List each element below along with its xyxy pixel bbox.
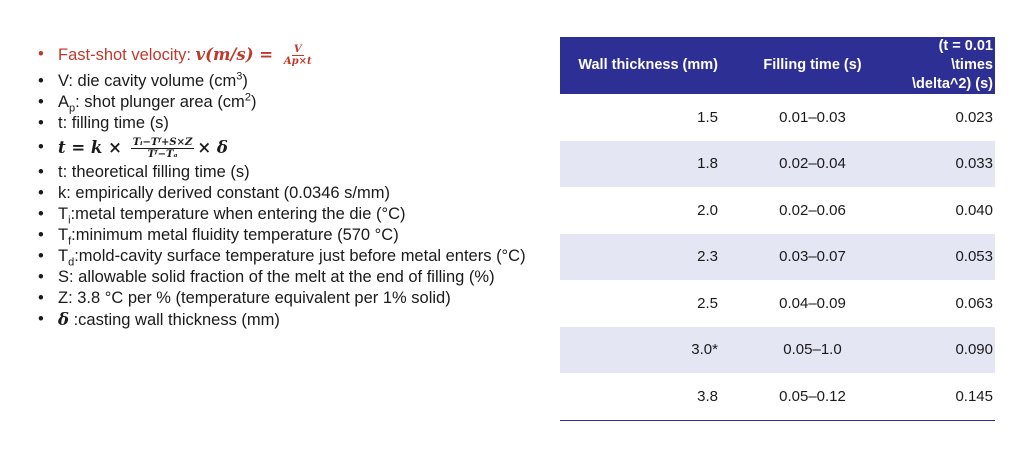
cell-computed: 0.040 [955, 201, 993, 219]
cell-thickness: 1.5 [697, 108, 718, 126]
filling-time-text: t: filling time (s) [58, 114, 169, 133]
bullet-icon: • [38, 72, 44, 91]
plunger-text: : shot plunger area (cm [75, 93, 245, 112]
bullet-icon: • [38, 310, 44, 329]
z-text: Z: 3.8 °C per % (temperature equivalent … [58, 289, 451, 308]
bullet-icon: • [38, 268, 44, 287]
equation-rhs: × δ [197, 138, 228, 158]
tf-sub: f [68, 235, 72, 248]
ti-a: T [58, 205, 69, 224]
plunger-area-item: • Ap: shot plunger area (cm2) [36, 91, 536, 115]
filling-time-table: Wall thickness (mm) Filling time (s) (t … [560, 37, 995, 421]
plunger-sub: p [69, 102, 76, 115]
ti-sub: i [68, 214, 71, 227]
delta-item: • δ :casting wall thickness (mm) [36, 309, 536, 331]
bullet-icon: • [38, 289, 44, 308]
table-row: 1.5 0.01–0.03 0.023 [560, 94, 995, 141]
cell-computed: 0.145 [891, 373, 995, 421]
equation-lhs: t = k × [58, 138, 128, 158]
shot-velocity-denominator: Ap×t [283, 56, 312, 68]
theoretical-time-item: • t: theoretical filling time (s) [36, 162, 536, 183]
bullet-icon: • [38, 184, 44, 203]
cell-computed: 0.033 [891, 140, 995, 187]
bullet-icon: • [38, 163, 44, 182]
shot-velocity-lhs: v(m/s) = [195, 45, 279, 64]
table-header-row: Wall thickness (mm) Filling time (s) (t … [560, 37, 995, 94]
cell-computed: 0.063 [955, 294, 993, 312]
table-row: 2.0 0.02–0.06 0.040 [560, 187, 995, 234]
header-formula: (t = 0.01 \times \delta^2) (s) [891, 37, 995, 94]
td-a: T [58, 247, 69, 266]
volume-item: • V: die cavity volume (cm3) [36, 71, 536, 92]
table-row: 1.8 0.02–0.04 0.033 [560, 140, 995, 187]
cell-thickness: 3.8 [560, 373, 734, 421]
table-row: 2.5 0.04–0.09 0.063 [560, 280, 995, 327]
constant-text: k: empirically derived constant (0.0346 … [58, 184, 390, 203]
td-item: • Td:mold-cavity surface temperature jus… [36, 246, 536, 269]
cell-filling-time: 0.05–0.12 [734, 373, 891, 421]
theoretical-time-text: t: theoretical filling time (s) [58, 163, 250, 182]
z-item: • Z: 3.8 °C per % (temperature equivalen… [36, 288, 536, 309]
cell-filling-time: 0.04–0.09 [779, 294, 846, 312]
ti-item: • Ti:metal temperature when entering the… [36, 204, 536, 227]
delta-symbol: δ [58, 310, 70, 330]
cell-thickness: 1.8 [560, 140, 734, 187]
volume-text: V: die cavity volume (cm [58, 72, 237, 91]
cell-computed: 0.090 [891, 326, 995, 373]
definition-list: • Fast-shot velocity: v(m/s) = V Ap×t • V… [36, 44, 536, 331]
plunger-end: ) [250, 93, 257, 112]
cell-filling-time: 0.03–0.07 [734, 233, 891, 280]
cell-filling-time: 0.01–0.03 [779, 108, 846, 126]
cell-computed: 0.053 [891, 233, 995, 280]
bullet-icon: • [38, 114, 44, 133]
tf-text: :minimum metal fluidity temperature (570… [71, 226, 399, 245]
cell-thickness: 2.5 [697, 294, 718, 312]
bullet-icon: • [38, 138, 44, 157]
bullet-icon: • [38, 45, 44, 63]
ti-text: :metal temperature when entering the die… [70, 205, 406, 224]
header-wall-thickness: Wall thickness (mm) [560, 37, 734, 94]
solid-fraction-text: S: allowable solid fraction of the melt … [58, 268, 495, 287]
filling-time-table-container: Wall thickness (mm) Filling time (s) (t … [560, 37, 995, 421]
cell-computed: 0.023 [955, 108, 993, 126]
td-sub: d [68, 256, 75, 269]
shot-velocity-numerator: V [291, 44, 304, 57]
plunger-a: A [58, 93, 70, 112]
tf-item: • Tf:minimum metal fluidity temperature … [36, 225, 536, 248]
equation-denominator: Tᶠ−Tₐ [147, 149, 178, 161]
bullet-icon: • [38, 226, 44, 245]
notes-panel: • Fast-shot velocity: v(m/s) = V Ap×t • V… [36, 44, 536, 331]
table-row: 2.3 0.03–0.07 0.053 [560, 233, 995, 280]
cell-filling-time: 0.02–0.04 [734, 140, 891, 187]
cell-thickness: 2.0 [697, 201, 718, 219]
equation-item: • t = k × Tᵢ−Tᶠ+S×Z Tᶠ−Tₐ × δ [36, 137, 536, 160]
cell-thickness: 3.0* [560, 326, 734, 373]
volume-end: ) [242, 72, 248, 91]
plunger-sup: 2 [244, 91, 251, 104]
filling-time-item: • t: filling time (s) [36, 113, 536, 134]
table-row: 3.8 0.05–0.12 0.145 [560, 373, 995, 421]
volume-sup: 3 [236, 70, 243, 83]
tf-a: T [58, 226, 69, 245]
td-text: :mold-cavity surface temperature just be… [74, 247, 526, 266]
delta-text: :casting wall thickness (mm) [69, 311, 280, 330]
bullet-icon: • [38, 205, 44, 224]
cell-filling-time: 0.05–1.0 [734, 326, 891, 373]
shot-velocity-item: • Fast-shot velocity: v(m/s) = V Ap×t [36, 44, 536, 67]
cell-filling-time: 0.02–0.06 [779, 201, 846, 219]
header-filling-time: Filling time (s) [734, 37, 891, 94]
solid-fraction-item: • S: allowable solid fraction of the mel… [36, 267, 536, 288]
shot-velocity-label: Fast-shot velocity: [58, 46, 196, 64]
cell-thickness: 2.3 [560, 233, 734, 280]
constant-item: • k: empirically derived constant (0.034… [36, 183, 536, 204]
table-row: 3.0* 0.05–1.0 0.090 [560, 326, 995, 373]
equation-numerator: Tᵢ−Tᶠ+S×Z [130, 137, 195, 150]
bullet-icon: • [38, 247, 44, 266]
bullet-icon: • [38, 93, 44, 112]
shot-velocity-fraction: V Ap×t [282, 44, 314, 67]
equation-fraction: Tᵢ−Tᶠ+S×Z Tᶠ−Tₐ [130, 137, 195, 161]
